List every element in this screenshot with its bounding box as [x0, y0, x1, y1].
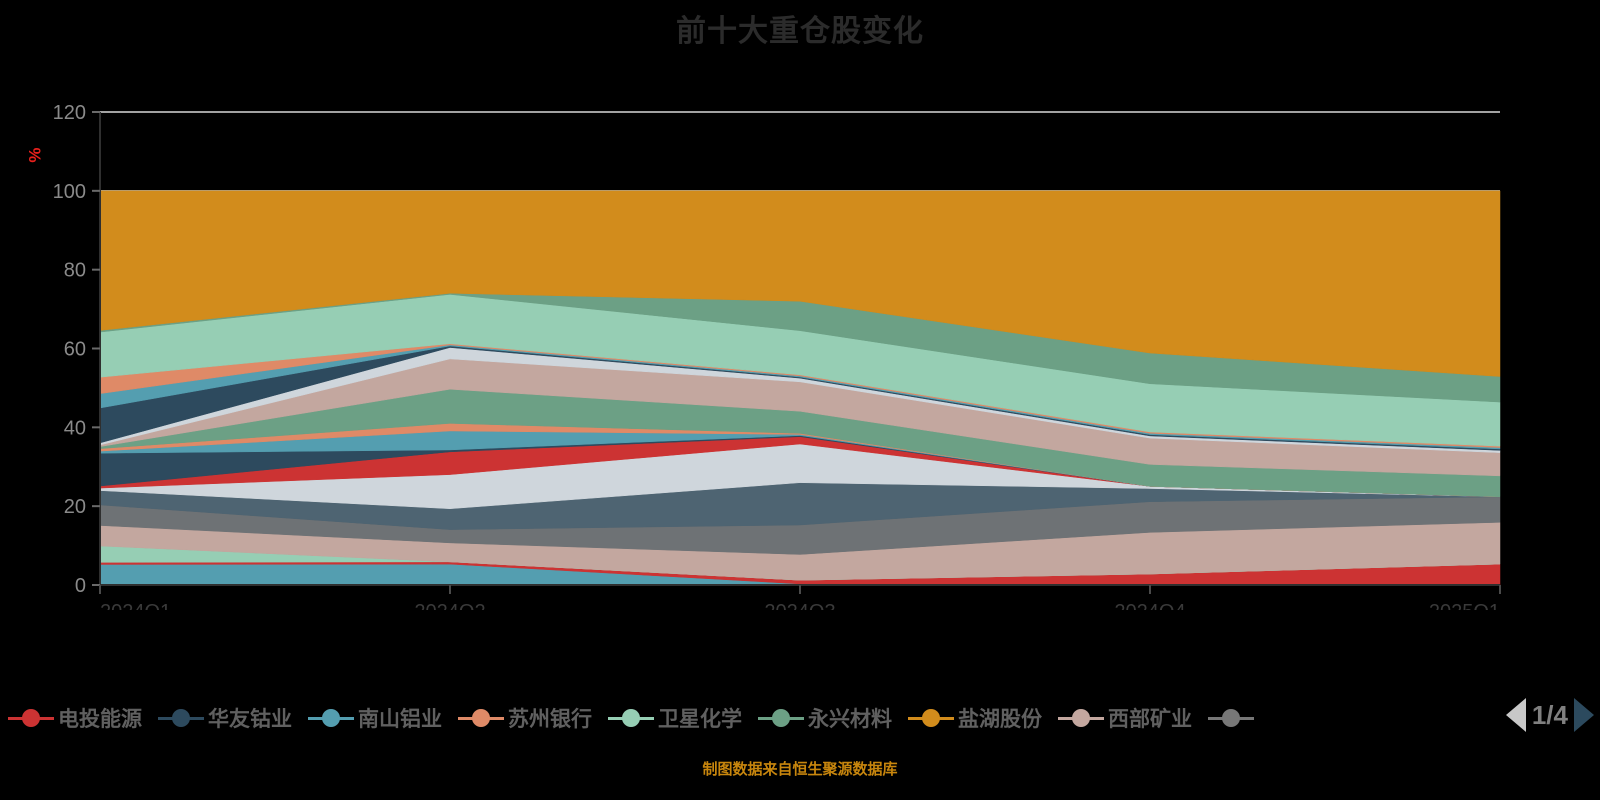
svg-text:2025Q1: 2025Q1 — [1429, 601, 1500, 610]
legend-item-4[interactable]: 苏州银行 — [458, 703, 608, 733]
svg-text:0: 0 — [75, 575, 86, 597]
legend-marker-icon — [458, 707, 504, 729]
page-indicator: 1/4 — [1531, 699, 1568, 730]
triangle-left-icon[interactable] — [1505, 698, 1526, 732]
y-axis-unit-label: % — [25, 147, 45, 163]
legend-marker-icon — [758, 707, 804, 729]
chart-plot-area: 0 20 40 60 80 100 120 2024Q1 2024Q2 2024Q3 2024Q4 2… — [0, 90, 1600, 610]
data-source-note: 制图数据来自恒生聚源数据库 — [702, 761, 898, 778]
legend-marker-icon — [1058, 707, 1104, 729]
legend-item-3[interactable]: 南山铝业 — [308, 703, 458, 733]
legend-item-8[interactable]: 西部矿业 — [1058, 703, 1208, 733]
svg-text:40: 40 — [64, 417, 86, 439]
legend-item-label: 华友钴业 — [208, 708, 292, 731]
svg-text:2024Q2: 2024Q2 — [414, 601, 485, 610]
legend-pagination: 1/4 — [1505, 698, 1594, 732]
legend-item-label: 永兴材料 — [808, 708, 892, 731]
legend-item-2[interactable]: 华友钴业 — [158, 703, 308, 733]
legend-item-label: 电投能源 — [58, 708, 142, 731]
stacked-area-chart: 0 20 40 60 80 100 120 2024Q1 2024Q2 2024Q3 2024Q4 2… — [53, 102, 1501, 610]
legend-item-1[interactable]: 电投能源 — [8, 703, 158, 733]
page-title: 前十大重仓股变化 — [676, 15, 924, 48]
legend-marker-icon — [308, 707, 354, 729]
legend-marker-icon — [158, 707, 204, 729]
legend-marker-icon — [908, 707, 954, 729]
legend-item-5[interactable]: 卫星化学 — [608, 703, 758, 733]
svg-text:120: 120 — [53, 102, 86, 124]
legend-marker-icon — [608, 707, 654, 729]
legend-item-label: 盐湖股份 — [958, 708, 1042, 731]
chart-legend: 电投能源 华友钴业 南山铝业 苏州银行 卫星化学 永兴材料 盐湖股份 西部矿业 — [0, 695, 1600, 741]
svg-text:20: 20 — [64, 496, 86, 518]
legend-item-label: 卫星化学 — [658, 708, 742, 731]
svg-text:80: 80 — [64, 260, 86, 282]
legend-item-6[interactable]: 永兴材料 — [758, 703, 908, 733]
legend-item-label: 西部矿业 — [1108, 708, 1192, 731]
legend-item-7[interactable]: 盐湖股份 — [908, 703, 1058, 733]
legend-item-9[interactable] — [1208, 707, 1274, 729]
legend-marker-icon — [1208, 707, 1254, 729]
legend-marker-icon — [8, 707, 54, 729]
svg-text:2024Q3: 2024Q3 — [764, 601, 835, 610]
triangle-right-icon[interactable] — [1574, 698, 1594, 732]
svg-text:2024Q1: 2024Q1 — [100, 601, 171, 610]
svg-text:100: 100 — [53, 181, 86, 203]
legend-item-label: 南山铝业 — [358, 708, 442, 731]
legend-item-label: 苏州银行 — [508, 708, 592, 731]
svg-text:2024Q4: 2024Q4 — [1114, 601, 1185, 610]
svg-text:60: 60 — [64, 339, 86, 361]
